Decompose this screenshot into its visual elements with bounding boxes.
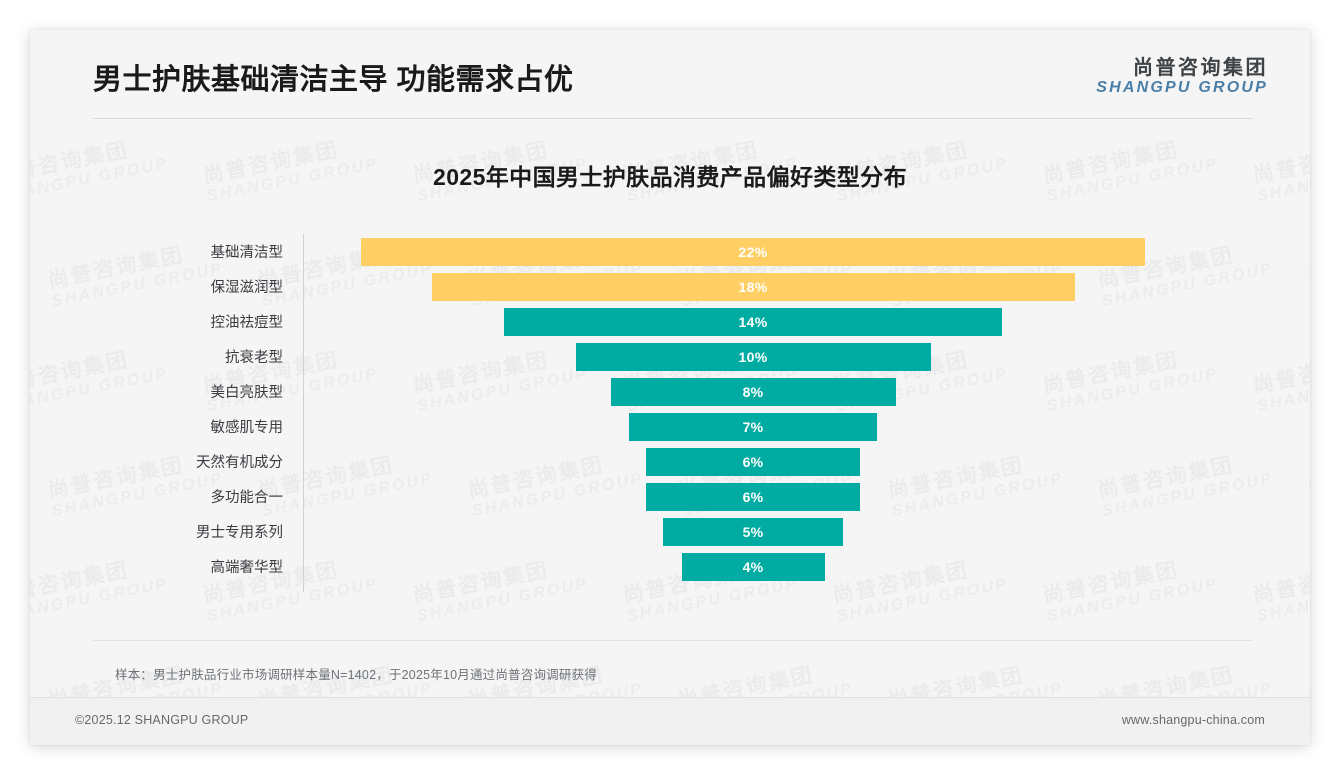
bar-segment[interactable]: 8%	[610, 377, 896, 406]
bar-track: 10%	[303, 339, 1203, 374]
funnel-bar-chart: 基础清洁型 22% 保湿滋润型 18% 控油祛痘型 14% 抗衰老型 10% 美白亮肤型 8% 敏感…	[30, 234, 1310, 594]
bar-segment[interactable]: 18%	[431, 272, 1075, 301]
bar-value-label: 7%	[742, 418, 764, 435]
chart-row: 高端奢华型 4%	[30, 549, 1310, 584]
bar-value-label: 4%	[742, 558, 764, 575]
bar-segment[interactable]: 10%	[575, 342, 931, 371]
bar-track: 18%	[303, 269, 1203, 304]
chart-row: 美白亮肤型 8%	[30, 374, 1310, 409]
bar-track: 8%	[303, 374, 1203, 409]
bar-value-label: 10%	[738, 348, 768, 365]
bar-track: 6%	[303, 479, 1203, 514]
slide-footer: ©2025.12 SHANGPU GROUP www.shangpu-china…	[30, 697, 1310, 745]
bar-track: 14%	[303, 304, 1203, 339]
bar-value-label: 5%	[742, 523, 764, 540]
sample-note: 样本：男士护肤品行业市场调研样本量N=1402，于2025年10月通过尚普咨询调…	[115, 668, 597, 682]
category-label: 敏感肌专用	[210, 420, 284, 436]
bar-segment[interactable]: 14%	[504, 307, 1002, 336]
logo-chinese-text: 尚普咨询集团	[1133, 57, 1268, 79]
chart-title: 2025年中国男士护肤品消费产品偏好类型分布	[433, 164, 907, 190]
chart-row: 多功能合一 6%	[30, 479, 1310, 514]
bar-value-label: 22%	[738, 243, 768, 260]
brand-logo: 尚普咨询集团 SHANGPU GROUP	[1096, 57, 1268, 97]
bar-track: 7%	[303, 409, 1203, 444]
category-label: 抗衰老型	[225, 350, 283, 366]
category-axis-line	[303, 234, 304, 592]
header-divider	[93, 118, 1253, 119]
page-title: 男士护肤基础清洁主导 功能需求占优	[93, 64, 574, 96]
slide-header: 男士护肤基础清洁主导 功能需求占优 尚普咨询集团 SHANGPU GROUP	[30, 30, 1310, 122]
slide-card: 尚普咨询集团 SHANGPU GROUP 尚普咨询集团 SHANGPU GROUP 尚普…	[30, 30, 1310, 745]
chart-row: 男士专用系列 5%	[30, 514, 1310, 549]
category-label: 多功能合一	[210, 490, 284, 506]
chart-row: 基础清洁型 22%	[30, 234, 1310, 269]
footnote-divider	[93, 640, 1253, 641]
chart-row: 保湿滋润型 18%	[30, 269, 1310, 304]
bar-segment[interactable]: 7%	[629, 412, 877, 441]
category-label: 男士专用系列	[196, 525, 283, 541]
bar-segment[interactable]: 6%	[646, 482, 860, 511]
category-label: 美白亮肤型	[210, 385, 284, 401]
logo-english-text: SHANGPU GROUP	[1096, 79, 1268, 97]
bar-value-label: 8%	[742, 383, 764, 400]
category-label: 控油祛痘型	[210, 315, 284, 331]
bar-segment[interactable]: 4%	[681, 552, 825, 581]
chart-area: 2025年中国男士护肤品消费产品偏好类型分布 基础清洁型 22% 保湿滋润型 18% 控…	[30, 128, 1310, 594]
bar-segment[interactable]: 22%	[361, 237, 1145, 266]
chart-row: 敏感肌专用 7%	[30, 409, 1310, 444]
bar-value-label: 18%	[738, 278, 768, 295]
bar-value-label: 14%	[738, 313, 768, 330]
chart-row: 天然有机成分 6%	[30, 444, 1310, 479]
category-label: 高端奢华型	[210, 560, 284, 576]
bar-track: 4%	[303, 549, 1203, 584]
category-label: 保湿滋润型	[210, 280, 284, 296]
bar-track: 5%	[303, 514, 1203, 549]
website-link[interactable]: www.shangpu-china.com	[1121, 713, 1265, 727]
category-label: 天然有机成分	[196, 455, 283, 471]
chart-row: 控油祛痘型 14%	[30, 304, 1310, 339]
bar-track: 22%	[303, 234, 1203, 269]
bar-segment[interactable]: 5%	[663, 517, 843, 546]
bar-track: 6%	[303, 444, 1203, 479]
bar-value-label: 6%	[742, 488, 764, 505]
copyright-text: ©2025.12 SHANGPU GROUP	[75, 713, 249, 727]
chart-row: 抗衰老型 10%	[30, 339, 1310, 374]
footnote-block: 样本：男士护肤品行业市场调研样本量N=1402，于2025年10月通过尚普咨询调…	[30, 640, 1310, 683]
bar-segment[interactable]: 6%	[646, 447, 860, 476]
bar-value-label: 6%	[742, 453, 764, 470]
category-label: 基础清洁型	[210, 245, 284, 261]
